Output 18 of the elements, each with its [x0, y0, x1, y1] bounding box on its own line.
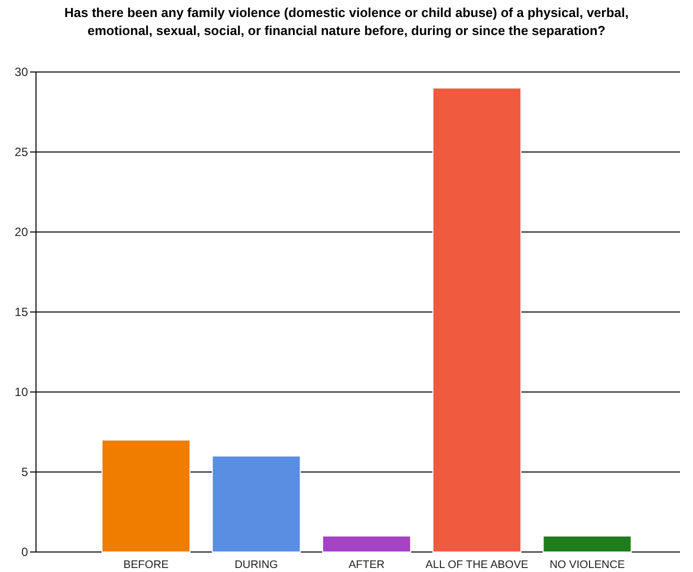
bar [542, 536, 632, 552]
y-tick-label: 10 [14, 385, 28, 400]
bar [322, 536, 412, 552]
x-tick-label: ALL OF THE ABOVE [426, 559, 528, 571]
y-tick-label: 5 [21, 465, 28, 480]
bar [102, 440, 190, 552]
y-tick-label: 15 [14, 305, 28, 320]
bar [432, 88, 522, 552]
y-tick-label: 20 [14, 225, 28, 240]
x-tick-label: AFTER [348, 559, 385, 571]
y-tick-label: 30 [14, 65, 28, 80]
x-tick-label: DURING [234, 559, 278, 571]
x-tick-label: BEFORE [123, 559, 169, 571]
chart-title: Has there been any family violence (domestic violence or child abuse) of a physical, verbal, emotional, sexual, social, or financial nature before, during or since the separation? [64, 5, 629, 38]
bar [212, 456, 301, 552]
y-tick-label: 25 [14, 145, 28, 160]
x-tick-label: NO VIOLENCE [550, 559, 625, 571]
y-tick-label: 0 [21, 545, 28, 560]
